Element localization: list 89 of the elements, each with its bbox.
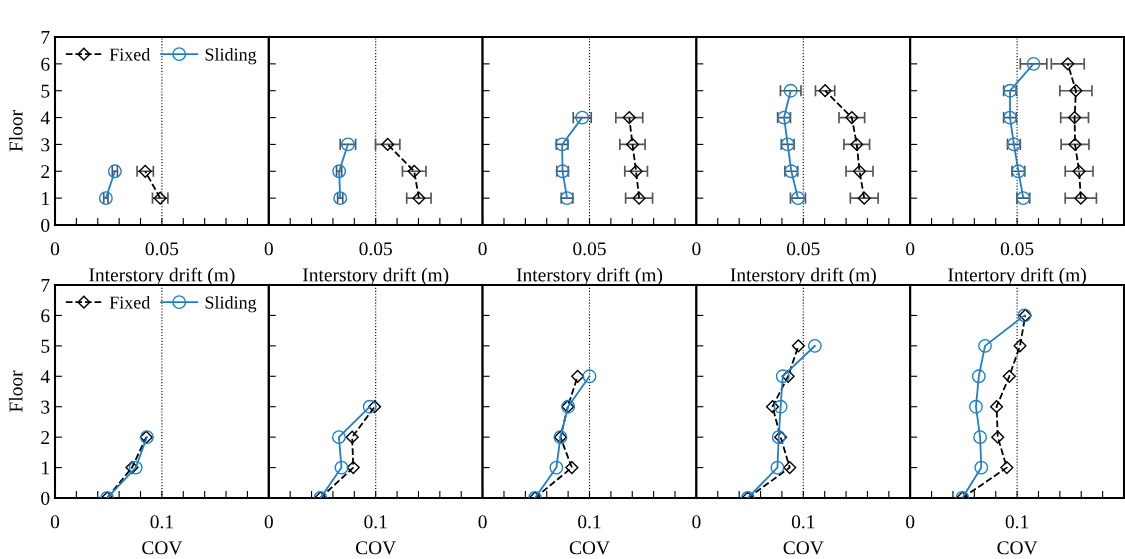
y-tick-label: 1 xyxy=(42,461,49,475)
point xyxy=(974,460,989,475)
point xyxy=(770,460,785,475)
x-tick-label: 0.05 xyxy=(145,242,179,256)
x-axis-title: COV xyxy=(142,541,183,555)
point xyxy=(1069,84,1083,98)
x-tick-label: 0 xyxy=(478,242,487,256)
point xyxy=(991,430,1005,444)
point xyxy=(549,460,564,475)
x-axis-title: Intertory drift (m) xyxy=(948,267,1086,286)
point xyxy=(818,84,832,98)
x-axis-title: Interstory drift (m) xyxy=(730,267,876,286)
point xyxy=(1002,369,1016,383)
y-tick-label: 6 xyxy=(41,57,50,71)
point xyxy=(1013,339,1027,353)
x-axis-title: COV xyxy=(355,541,397,555)
y-tick-label: 3 xyxy=(41,138,50,152)
point xyxy=(783,83,798,98)
y-tick-label: 6 xyxy=(41,309,50,323)
x-tick-label: 0 xyxy=(906,242,915,256)
point xyxy=(571,369,585,383)
point xyxy=(978,338,992,353)
point xyxy=(775,369,790,384)
point xyxy=(783,460,797,475)
x-tick-label: 0.1 xyxy=(578,515,601,529)
point xyxy=(1026,56,1041,71)
point xyxy=(807,338,822,353)
point xyxy=(625,137,640,152)
legend-label: Sliding xyxy=(205,47,257,65)
y-tick-label: 7 xyxy=(41,279,50,292)
y-axis-title: Floor xyxy=(8,370,23,413)
point xyxy=(1074,191,1088,205)
y-tick-label: 4 xyxy=(40,111,50,125)
y-tick-label: 2 xyxy=(41,165,50,179)
x-tick-label: 0.05 xyxy=(573,242,606,256)
point xyxy=(1068,137,1082,152)
x-axis-title: COV xyxy=(569,541,610,555)
point xyxy=(852,164,867,178)
point xyxy=(1068,110,1082,125)
x-axis-title: COV xyxy=(997,541,1038,555)
point xyxy=(629,164,643,178)
x-axis-title: Interstory drift (m) xyxy=(516,267,663,286)
point xyxy=(791,339,805,353)
point xyxy=(1061,57,1075,71)
point xyxy=(582,369,597,384)
point xyxy=(845,110,859,125)
legend-label: Fixed xyxy=(109,295,151,309)
point xyxy=(765,400,780,414)
point xyxy=(773,399,788,414)
point xyxy=(973,430,988,445)
x-tick-label: 0.05 xyxy=(787,242,820,256)
x-tick-label: 0 xyxy=(692,515,701,529)
legend-label: Sliding xyxy=(205,295,257,313)
x-tick-label: 0.05 xyxy=(359,242,392,256)
point xyxy=(565,460,579,475)
x-axis-title: Interstory drift (m) xyxy=(302,267,449,286)
x-tick-label: 0.1 xyxy=(791,515,815,529)
point xyxy=(632,191,646,205)
y-tick-label: 5 xyxy=(41,339,50,353)
y-tick-label: 4 xyxy=(40,370,50,384)
x-tick-label: 0 xyxy=(264,242,273,256)
y-tick-label: 2 xyxy=(41,431,50,444)
point xyxy=(622,110,636,125)
x-tick-label: 0.1 xyxy=(364,515,387,529)
y-tick-label: 7 xyxy=(41,31,50,44)
x-tick-label: 0 xyxy=(264,515,273,529)
y-tick-label: 1 xyxy=(42,192,49,205)
point xyxy=(968,399,983,414)
y-tick-label: 0 xyxy=(41,491,50,505)
x-tick-label: 0.1 xyxy=(1005,515,1029,529)
x-tick-label: 0.1 xyxy=(150,515,173,529)
x-tick-label: 0 xyxy=(906,515,915,529)
x-tick-label: 0.05 xyxy=(1000,242,1034,256)
y-axis-title: Floor xyxy=(8,110,23,152)
point xyxy=(1000,460,1014,475)
point xyxy=(989,400,1004,414)
x-axis-title: COV xyxy=(783,541,824,555)
y-tick-label: 3 xyxy=(41,400,50,414)
x-tick-label: 0 xyxy=(692,242,701,256)
x-tick-label: 0 xyxy=(478,515,487,529)
point xyxy=(1072,164,1086,178)
point xyxy=(857,191,871,205)
y-tick-label: 5 xyxy=(41,84,50,98)
point xyxy=(850,137,864,152)
point xyxy=(971,369,986,384)
legend-label: Fixed xyxy=(109,47,151,61)
x-axis-title: Interstory drift (m) xyxy=(89,267,235,286)
point xyxy=(781,369,795,383)
y-tick-label: 0 xyxy=(41,218,50,232)
